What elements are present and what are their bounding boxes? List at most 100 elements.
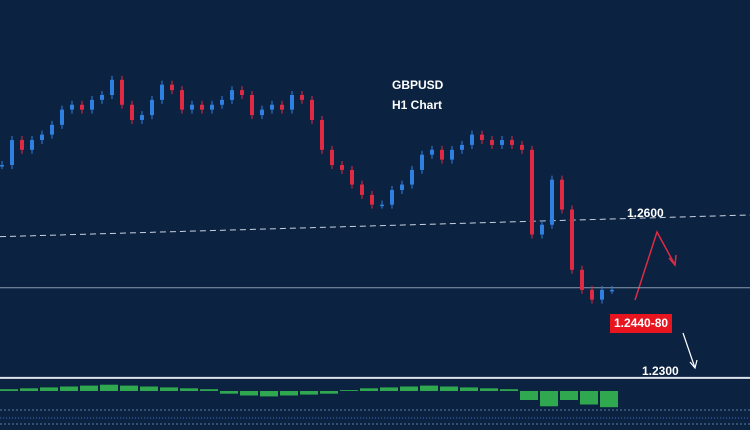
oscillator-bar: [220, 391, 238, 394]
target-box: [610, 314, 672, 333]
candle: [150, 99, 154, 116]
candle: [610, 289, 614, 292]
candle: [390, 190, 394, 205]
oscillator-bar: [180, 388, 198, 391]
oscillator-bar: [0, 389, 18, 391]
candle: [210, 104, 214, 110]
arrow-head: [689, 359, 698, 370]
forecast-arrow: [634, 230, 676, 301]
candle: [190, 104, 194, 110]
chart-title: GBPUSD: [392, 78, 444, 92]
oscillator-bar: [360, 388, 378, 391]
oscillator-bar: [520, 391, 538, 400]
candle: [330, 149, 334, 166]
candle: [200, 104, 204, 110]
candle: [180, 90, 184, 110]
oscillator-bar: [540, 391, 558, 407]
candle: [60, 109, 64, 125]
candle: [80, 104, 84, 110]
oscillator-bar: [200, 389, 218, 391]
candle: [350, 169, 354, 185]
candle: [380, 204, 384, 207]
oscillator-bar: [260, 391, 278, 397]
oscillator-bar: [480, 388, 498, 391]
candle: [520, 144, 524, 150]
candle: [590, 289, 594, 300]
oscillator-bar: [440, 386, 458, 391]
candle: [100, 95, 104, 100]
candle: [580, 269, 584, 290]
candle: [170, 84, 174, 91]
candle: [400, 184, 404, 190]
candle: [460, 144, 464, 150]
oscillator-bar: [280, 391, 298, 396]
candle: [240, 90, 244, 95]
level-label: 1.2300: [642, 364, 679, 378]
oscillator-bar: [420, 385, 438, 391]
candle: [30, 140, 34, 150]
candle: [500, 140, 504, 145]
chart-subtitle: H1 Chart: [392, 98, 442, 112]
candle: [320, 119, 324, 150]
candle: [540, 224, 544, 235]
candle: [230, 90, 234, 100]
candle: [10, 140, 14, 166]
candle: [40, 134, 44, 141]
candle: [430, 149, 434, 155]
candle: [220, 99, 224, 105]
candle: [360, 184, 364, 195]
oscillator-bar: [460, 387, 478, 391]
candle: [120, 79, 124, 105]
trendline: [0, 214, 750, 238]
candle: [600, 289, 604, 300]
candle: [260, 109, 264, 116]
oscillator-bar: [240, 391, 258, 396]
candle: [480, 134, 484, 141]
oscillator-bar: [300, 391, 318, 395]
oscillator-bar: [380, 387, 398, 391]
oscillator-bar: [500, 389, 518, 391]
candle: [340, 165, 344, 170]
arrow-head: [668, 254, 677, 267]
candle: [570, 209, 574, 270]
candle: [510, 140, 514, 145]
candle: [70, 104, 74, 110]
candle: [130, 104, 134, 120]
candle: [20, 140, 24, 150]
down-arrow: [682, 332, 696, 369]
candle: [280, 104, 284, 110]
candle: [450, 149, 454, 160]
oscillator-bar: [600, 391, 618, 408]
candle: [250, 95, 254, 116]
candle: [370, 194, 374, 205]
oscillator-bar: [80, 385, 98, 391]
candle: [50, 124, 54, 135]
candle: [490, 140, 494, 145]
oscillator-bar: [560, 391, 578, 400]
oscillator-bar: [400, 386, 418, 391]
candle: [270, 104, 274, 110]
oscillator-bar: [320, 391, 338, 394]
candle: [410, 169, 414, 185]
candle: [90, 99, 94, 110]
candle: [550, 179, 554, 225]
candle: [560, 179, 564, 210]
oscillator-bar: [580, 391, 598, 405]
target-label: 1.2440-80: [614, 316, 668, 330]
candle: [140, 115, 144, 120]
oscillator-bar: [20, 388, 38, 391]
candle: [420, 154, 424, 170]
candle: [470, 134, 474, 145]
oscillator-bar: [40, 387, 58, 391]
candle: [300, 95, 304, 100]
oscillator-bar: [340, 390, 358, 391]
level-label: 1.2600: [627, 206, 664, 220]
candle: [0, 165, 4, 167]
oscillator-bar: [100, 384, 118, 391]
oscillator-bar: [120, 385, 138, 391]
candle: [110, 79, 114, 95]
candle: [440, 149, 444, 160]
oscillator-bar: [60, 386, 78, 391]
